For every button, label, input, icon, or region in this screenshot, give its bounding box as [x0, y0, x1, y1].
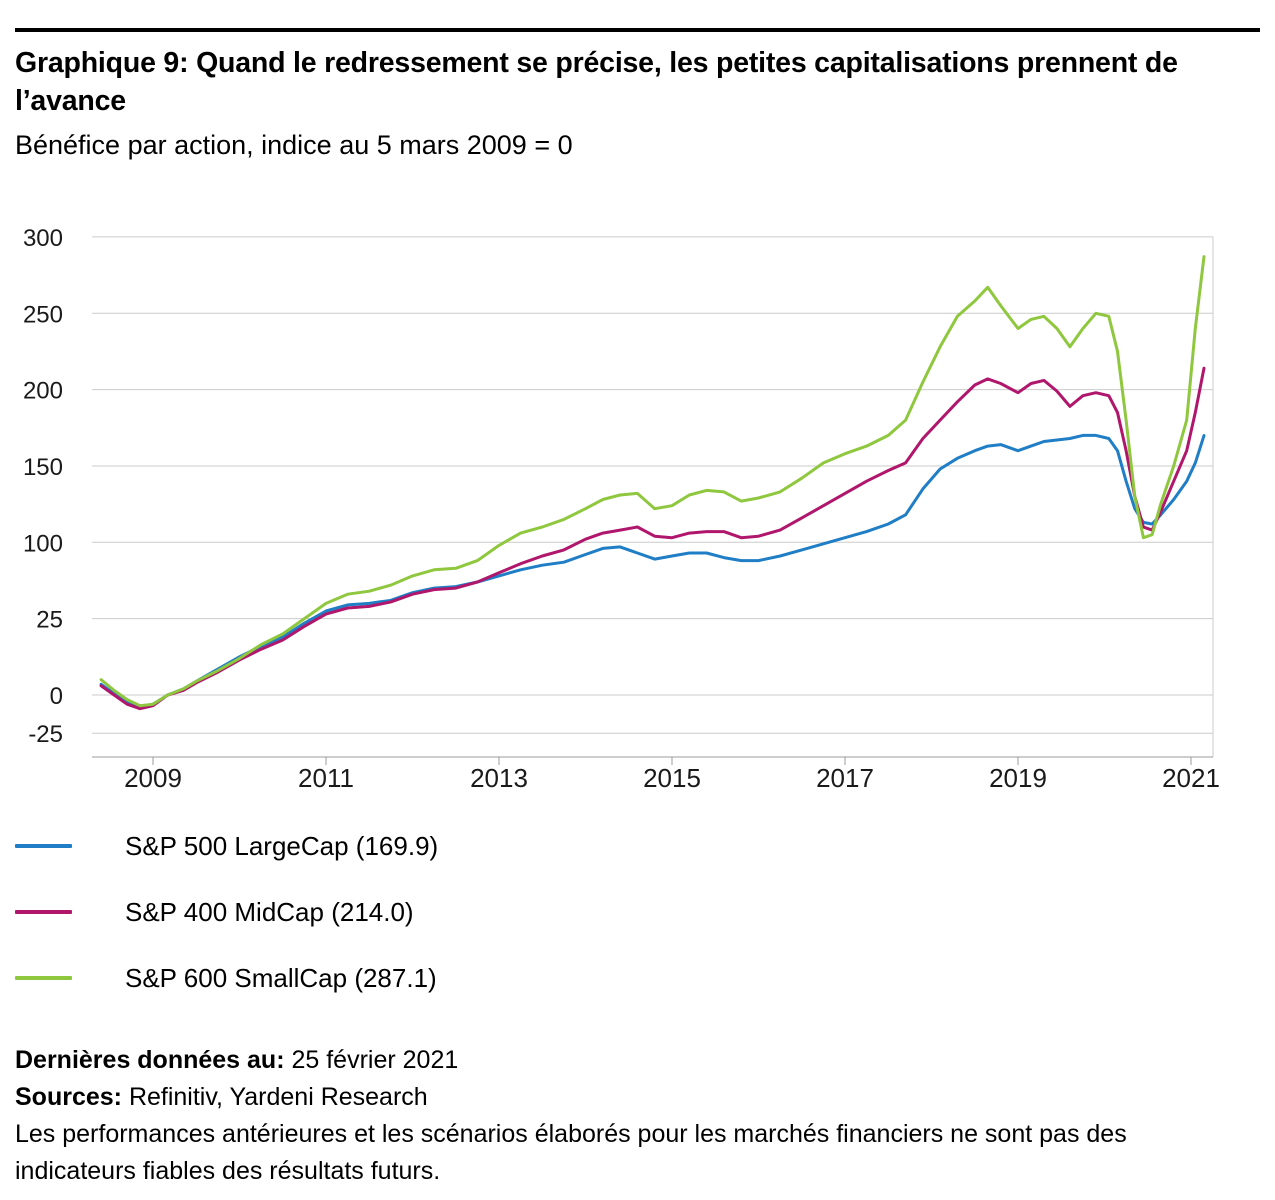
x-axis-tick-label: 2015 [643, 763, 701, 793]
last-data-value: 25 février 2021 [291, 1046, 459, 1074]
series-line-2 [99, 366, 1206, 711]
y-axis-tick-label: 100 [23, 530, 63, 557]
chart-subtitle: Bénéfice par action, indice au 5 mars 20… [15, 130, 573, 160]
x-axis-tick-label: 2017 [816, 763, 874, 793]
legend-label: S&P 400 MidCap (214.0) [125, 896, 414, 927]
x-axis-tick-label: 2013 [470, 763, 528, 793]
chart-legend: S&P 500 LargeCap (169.9) S&P 400 MidCap (… [15, 828, 715, 1048]
y-axis-tick-label: 250 [23, 301, 63, 328]
chart-footer: Dernières données au: 25 février 2021 So… [15, 1042, 1155, 1190]
disclaimer-text: Les performances antérieures et les scén… [15, 1120, 1127, 1185]
legend-item: S&P 500 LargeCap (169.9) [15, 828, 438, 864]
sources-line: Sources: Refinitiv, Yardeni Research [15, 1079, 1155, 1116]
y-axis-tick-label: 0 [50, 683, 63, 710]
legend-label: S&P 600 SmallCap (287.1) [125, 962, 437, 993]
legend-line-swatch [15, 976, 72, 980]
series-line-1 [99, 433, 1206, 709]
x-axis-tick-label: 2021 [1162, 763, 1220, 793]
y-axis-tick-label: 200 [23, 378, 63, 405]
legend-label: S&P 500 LargeCap (169.9) [125, 830, 439, 861]
x-axis-tick-label: 2009 [124, 763, 182, 793]
sources-value: Refinitiv, Yardeni Research [128, 1083, 428, 1111]
last-data-line: Dernières données au: 25 février 2021 [15, 1042, 1155, 1079]
y-axis-tick-label: 300 [23, 225, 63, 252]
top-rule [15, 28, 1260, 32]
series-line-3 [99, 255, 1206, 708]
y-axis-tick-label: 150 [23, 454, 63, 481]
legend-line-swatch [15, 910, 72, 914]
y-axis-tick-label: -25 [28, 721, 63, 748]
chart-title: Graphique 9: Quand le redressement se pr… [15, 47, 1178, 117]
legend-line-swatch [15, 844, 72, 848]
legend-item: S&P 600 SmallCap (287.1) [15, 960, 437, 996]
x-axis-tick-label: 2011 [298, 763, 354, 793]
y-axis-tick-label: 25 [36, 607, 63, 634]
x-axis-tick-label: 2019 [989, 763, 1047, 793]
legend-item: S&P 400 MidCap (214.0) [15, 894, 414, 930]
last-data-label: Dernières données au: [15, 1046, 285, 1074]
sources-label: Sources: [15, 1083, 122, 1111]
